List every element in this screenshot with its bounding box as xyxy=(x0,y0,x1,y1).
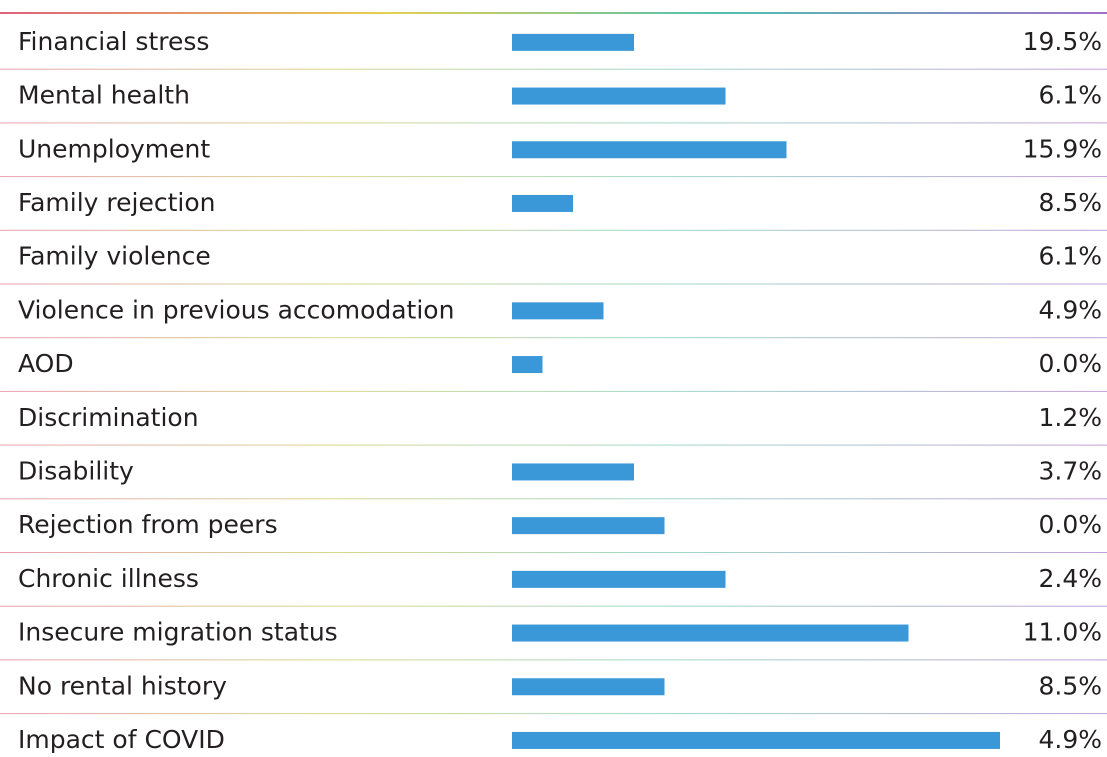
row-rule xyxy=(0,176,1107,178)
bar xyxy=(512,678,665,696)
row-label: Discrimination xyxy=(18,403,199,432)
bar xyxy=(512,302,604,320)
row-label: AOD xyxy=(18,349,74,378)
row-percent: 0.0% xyxy=(1038,349,1102,378)
row-percent: 6.1% xyxy=(1038,242,1102,271)
row-percent: 8.5% xyxy=(1038,671,1102,700)
row-rule xyxy=(0,659,1107,661)
bar xyxy=(512,194,573,212)
row-rule xyxy=(0,713,1107,715)
bar xyxy=(512,141,787,159)
row-label: Financial stress xyxy=(18,27,209,56)
row-percent: 8.5% xyxy=(1038,188,1102,217)
row-percent: 15.9% xyxy=(1023,134,1102,163)
row-label: Insecure migration status xyxy=(18,618,338,647)
row-rule xyxy=(0,498,1107,500)
row-label: Rejection from peers xyxy=(18,510,278,539)
row-rule xyxy=(0,122,1107,124)
row-percent: 2.4% xyxy=(1038,564,1102,593)
row-percent: 1.2% xyxy=(1038,403,1102,432)
row-label: Chronic illness xyxy=(18,564,199,593)
row-rule xyxy=(0,283,1107,285)
row-percent: 19.5% xyxy=(1023,27,1102,56)
row-rule xyxy=(0,229,1107,231)
bar xyxy=(512,87,726,105)
row-percent: 6.1% xyxy=(1038,81,1102,110)
bar xyxy=(512,33,634,51)
bar xyxy=(512,731,1000,749)
bar xyxy=(512,570,726,588)
bar xyxy=(512,517,665,535)
row-label: Impact of COVID xyxy=(18,725,225,753)
row-label: Family violence xyxy=(18,242,211,271)
top-rule xyxy=(0,12,1107,14)
row-label: No rental history xyxy=(18,671,227,700)
bar xyxy=(512,624,909,642)
row-rule xyxy=(0,68,1107,70)
row-percent: 11.0% xyxy=(1023,618,1102,647)
bar xyxy=(512,463,634,481)
row-rule xyxy=(0,605,1107,607)
bar xyxy=(512,356,543,374)
row-rule xyxy=(0,337,1107,339)
row-label: Disability xyxy=(18,456,134,485)
row-label: Unemployment xyxy=(18,134,210,163)
row-label: Family rejection xyxy=(18,188,215,217)
row-percent: 3.7% xyxy=(1038,456,1102,485)
row-percent: 4.9% xyxy=(1038,725,1102,753)
row-rule xyxy=(0,444,1107,446)
row-label: Mental health xyxy=(18,81,190,110)
row-label: Violence in previous accomodation xyxy=(18,295,454,324)
row-percent: 4.9% xyxy=(1038,295,1102,324)
row-rule xyxy=(0,390,1107,392)
row-rule xyxy=(0,552,1107,553)
row-percent: 0.0% xyxy=(1038,510,1102,539)
